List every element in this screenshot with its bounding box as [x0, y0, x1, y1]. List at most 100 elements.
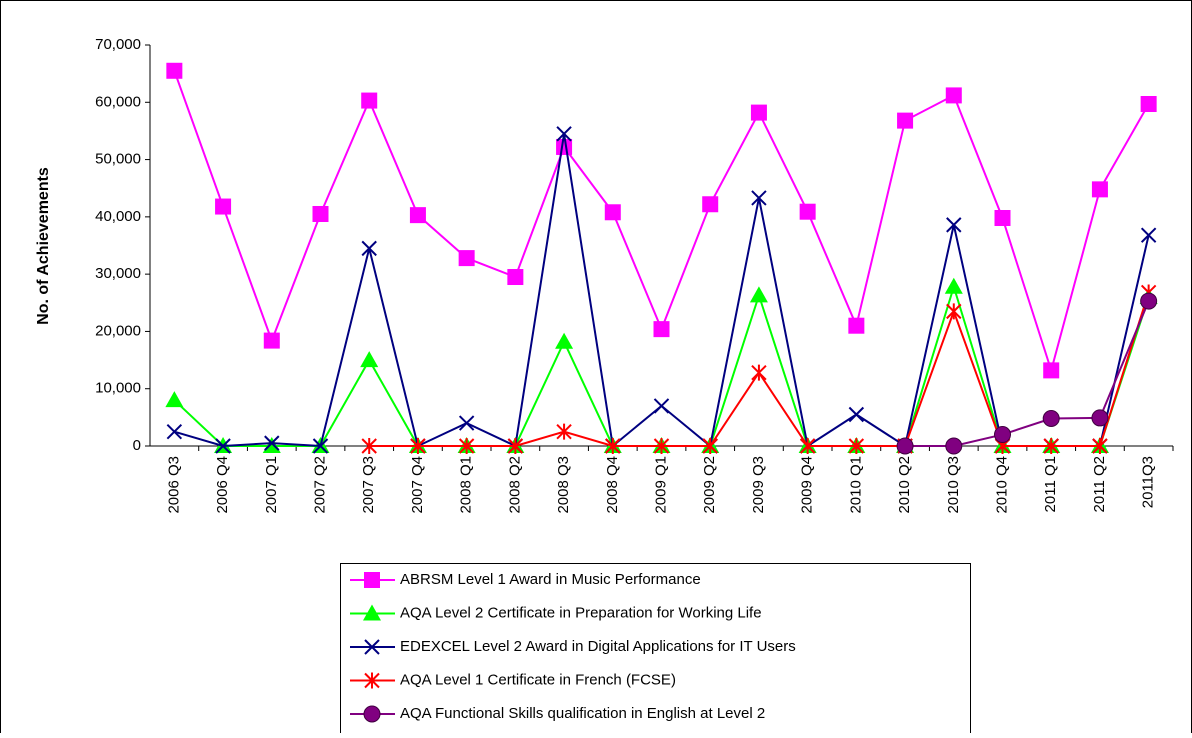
marker	[410, 438, 426, 454]
marker	[1091, 181, 1108, 198]
x-tick-label: 2010 Q1	[847, 456, 864, 514]
marker	[946, 217, 962, 233]
marker	[799, 203, 816, 220]
marker	[750, 104, 767, 121]
x-tick-label: 2008 Q4	[604, 456, 621, 514]
y-tick-label: 10,000	[95, 380, 141, 397]
x-tick-label: 2007 Q3	[360, 456, 377, 514]
x-tick-label: 2008 Q2	[506, 456, 523, 514]
marker	[364, 672, 380, 689]
x-tick-label: 2006 Q3	[165, 456, 182, 514]
marker	[848, 317, 865, 334]
marker	[994, 426, 1011, 444]
marker	[264, 435, 280, 451]
series-line	[173, 283, 1150, 447]
marker	[458, 250, 475, 267]
marker	[751, 190, 767, 206]
marker	[363, 705, 381, 723]
x-tick-label: 2008 Q1	[458, 456, 475, 514]
marker	[946, 303, 962, 320]
legend-label: AQA Functional Skills qualification in E…	[400, 705, 765, 722]
x-tick-label: 2007 Q4	[409, 456, 426, 514]
marker	[604, 204, 621, 221]
marker	[702, 438, 718, 454]
series-line	[174, 133, 1150, 448]
marker	[458, 438, 475, 454]
marker	[653, 321, 670, 338]
x-tick-label: 2007 Q1	[263, 456, 280, 514]
y-tick-label: 40,000	[95, 208, 141, 225]
marker	[653, 398, 670, 414]
marker	[848, 406, 865, 423]
marker	[556, 126, 572, 142]
marker	[215, 438, 231, 454]
marker	[944, 277, 963, 294]
marker	[702, 196, 719, 213]
y-axis-label: No. of Achievements	[35, 167, 52, 325]
marker	[1140, 96, 1157, 113]
marker	[749, 286, 768, 303]
marker	[1140, 292, 1158, 310]
marker	[1092, 438, 1108, 454]
marker	[1043, 438, 1059, 454]
marker	[409, 207, 426, 224]
marker	[507, 269, 524, 286]
marker	[312, 438, 329, 454]
marker	[215, 198, 232, 215]
x-tick-label: 2009 Q4	[799, 456, 816, 514]
marker	[166, 423, 183, 440]
marker	[848, 438, 865, 454]
marker	[799, 438, 816, 454]
x-tick-label: 2010 Q2	[896, 456, 913, 514]
marker	[653, 438, 670, 454]
x-tick-label: 2009 Q1	[652, 456, 669, 514]
y-tick-label: 20,000	[95, 322, 141, 339]
marker	[361, 240, 377, 257]
x-tick-label: 2008 Q3	[555, 456, 572, 514]
x-tick-label: 2011Q3	[1140, 456, 1157, 508]
y-tick-label: 0	[133, 437, 141, 454]
y-tick-label: 70,000	[95, 36, 141, 53]
marker	[556, 138, 573, 155]
marker	[556, 423, 572, 440]
legend-label: ABRSM Level 1 Award in Music Performance	[400, 571, 701, 588]
legend	[340, 563, 971, 738]
marker	[1140, 227, 1157, 243]
marker	[555, 332, 574, 349]
marker	[361, 438, 377, 454]
marker	[945, 87, 962, 104]
marker	[605, 438, 621, 454]
x-tick-label: 2011 Q2	[1091, 456, 1108, 512]
marker	[364, 572, 380, 588]
y-tick-label: 60,000	[95, 93, 141, 110]
marker	[361, 92, 378, 109]
marker	[1091, 409, 1109, 427]
marker	[312, 205, 329, 222]
marker	[166, 62, 183, 79]
marker	[360, 351, 379, 368]
marker	[363, 604, 381, 621]
marker	[263, 332, 280, 349]
x-tick-label: 2009 Q3	[750, 456, 767, 514]
marker	[1042, 410, 1060, 428]
x-tick-label: 2010 Q4	[993, 456, 1010, 514]
x-tick-label: 2007 Q2	[311, 456, 328, 514]
marker	[896, 437, 914, 455]
legend-label: AQA Level 1 Certificate in French (FCSE)	[400, 671, 676, 688]
legend-label: EDEXCEL Level 2 Award in Digital Applica…	[400, 638, 796, 655]
x-tick-label: 2006 Q4	[214, 456, 231, 514]
x-tick-label: 2009 Q2	[701, 456, 718, 514]
y-tick-label: 30,000	[95, 265, 141, 282]
marker	[364, 639, 380, 655]
y-tick-label: 50,000	[95, 151, 141, 168]
marker	[1043, 362, 1060, 379]
x-tick-label: 2010 Q3	[945, 456, 962, 514]
marker	[945, 437, 963, 455]
legend-label: AQA Level 2 Certificate in Preparation f…	[400, 604, 762, 621]
marker	[994, 210, 1011, 227]
x-tick-label: 2011 Q1	[1042, 456, 1059, 512]
series-line	[905, 300, 1150, 447]
marker	[458, 415, 475, 431]
marker	[897, 112, 914, 129]
